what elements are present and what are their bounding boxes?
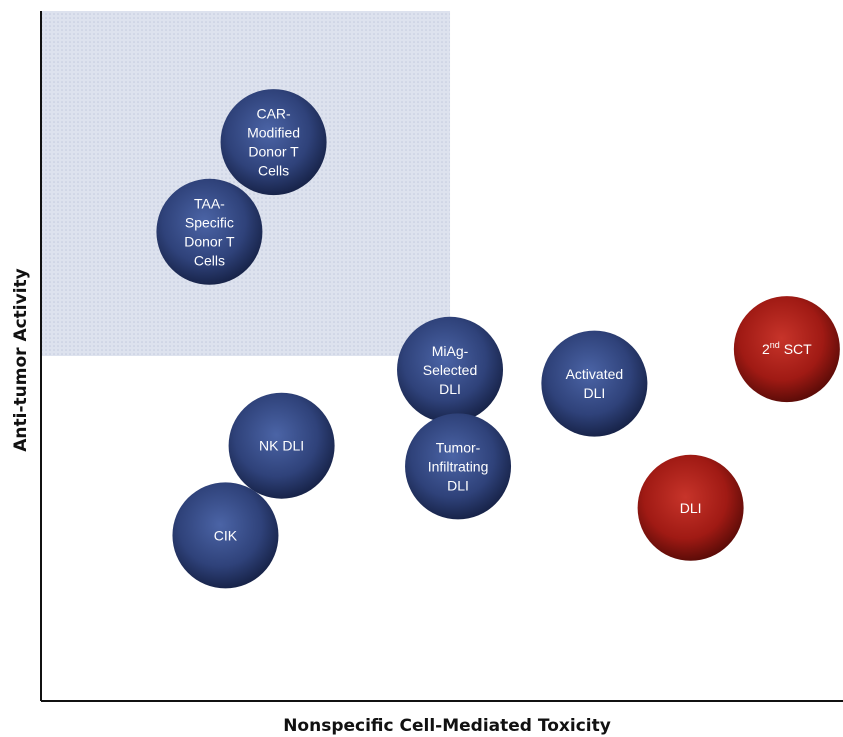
bubble-label: TAA- [194, 195, 225, 211]
bubble-point [397, 316, 504, 423]
bubble-point [228, 392, 335, 499]
bubble-label: Selected [423, 362, 477, 378]
bubble-label: Infiltrating [428, 458, 489, 474]
x-axis-title: Nonspecific Cell-Mediated Toxicity [283, 716, 611, 736]
bubble-label: NK DLI [259, 438, 304, 454]
y-axis-title: Anti-tumor Activity [11, 268, 31, 452]
bubble-label: DLI [447, 477, 469, 493]
bubble-point [405, 413, 512, 520]
bubble-label: Modified [247, 125, 300, 141]
bubble-point [156, 178, 263, 285]
bubble-point [220, 89, 327, 196]
bubble-label: Cells [194, 252, 225, 268]
bubble-label: 2nd SCT [762, 340, 812, 357]
bubble-label: DLI [583, 385, 605, 401]
bubble-label: CIK [214, 527, 238, 543]
bubble-label: Cells [258, 163, 289, 179]
bubble-point [172, 482, 279, 589]
bubble-label: DLI [439, 381, 461, 397]
bubble-point [733, 296, 840, 403]
bubble-label: Donor T [184, 233, 235, 249]
bubble-point [541, 330, 648, 437]
bubble-label: DLI [680, 500, 702, 516]
bubble-label: Donor T [248, 144, 299, 160]
bubble-point [637, 454, 744, 561]
bubble-label: Activated [566, 366, 624, 382]
bubble-label: MiAg- [432, 343, 469, 359]
bubble-label: CAR- [256, 106, 291, 122]
bubbles: CAR- Modified Donor T Cells TAA- Specific Dono… [156, 89, 840, 589]
bubble-label: Tumor- [436, 439, 481, 455]
bubble-label: Specific [185, 214, 234, 230]
